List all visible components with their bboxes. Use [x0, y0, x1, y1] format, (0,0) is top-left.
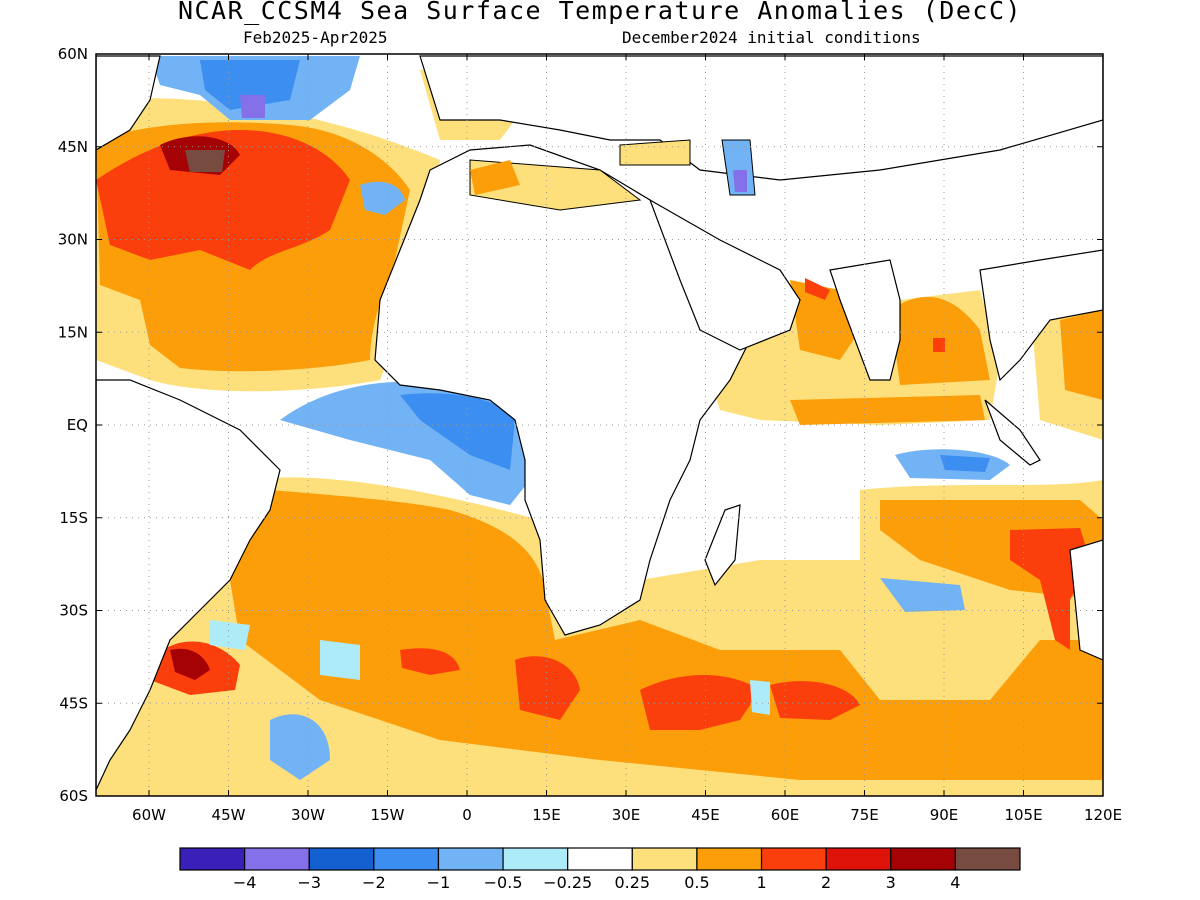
lat-tick-label: 30N: [58, 231, 88, 249]
lon-tick-label: 60W: [132, 806, 166, 824]
colorbar-swatch: [696, 847, 763, 871]
lat-tick-label: 15N: [58, 323, 88, 341]
colorbar-swatch: [567, 847, 633, 871]
lat-tick-label: 60S: [59, 787, 88, 805]
scs-orange: [1060, 310, 1103, 400]
south-atlantic-red-1: [400, 648, 460, 675]
colorbar-swatch: [437, 847, 504, 871]
gulf-stream-red: [96, 130, 350, 270]
colorbar-label: −4: [233, 873, 257, 892]
lon-tick-label: 45W: [212, 806, 246, 824]
forecast-period: Feb2025-Apr2025: [243, 28, 388, 47]
lon-tick-label: 120E: [1084, 806, 1122, 824]
brazil-darkred: [170, 648, 210, 680]
lon-tick-label: 15E: [532, 806, 561, 824]
lon-tick-label: 30W: [291, 806, 325, 824]
sw-atlantic-cool: [270, 714, 330, 780]
bay-bengal-red: [933, 338, 945, 352]
lat-tick-label: 15S: [59, 509, 88, 527]
lon-tick-label: 30E: [612, 806, 641, 824]
colorbar-label: 3: [886, 873, 896, 892]
south-atlantic-orange: [230, 490, 1103, 780]
coastlines: [96, 55, 1103, 791]
south-indian-cool-2: [880, 578, 965, 612]
gulf-guinea-cool: [400, 393, 515, 470]
south-indian-red-2: [770, 681, 860, 720]
south-america-land: [96, 379, 281, 791]
lon-tick-label: 0: [462, 806, 472, 824]
lat-tick-label: 45S: [59, 694, 88, 712]
lat-tick-label: 30S: [59, 602, 88, 620]
colorbar-label: 4: [950, 873, 960, 892]
colorbar-swatch: [179, 847, 246, 871]
colorbar-swatch: [631, 847, 698, 871]
colorbar-swatch: [954, 847, 1021, 871]
madagascar-land: [704, 504, 741, 587]
initial-conditions: December2024 initial conditions: [622, 28, 921, 47]
south-indian-cyan: [750, 680, 770, 715]
arabia-land: [648, 198, 801, 351]
colorbar-label: −3: [297, 873, 321, 892]
sw-atlantic-cyan-2: [210, 620, 250, 650]
sw-atlantic-cyan: [320, 640, 360, 680]
north-atlantic-purple: [240, 95, 265, 118]
arabian-red: [805, 278, 830, 300]
inland-seas: [469, 139, 756, 211]
west-australia-red: [1010, 528, 1090, 650]
colorbar-swatch: [308, 847, 375, 871]
colorbar-label: −2: [362, 873, 386, 892]
gridlines: [96, 54, 1103, 796]
se-asia-land: [979, 249, 1103, 382]
colorbar-label: 2: [821, 873, 831, 892]
lat-tick-label: 45N: [58, 138, 88, 156]
colorbar-swatch: [373, 847, 440, 871]
lon-tick-label: 90E: [930, 806, 959, 824]
lon-tick-label: 45E: [691, 806, 720, 824]
colorbar-label: 1: [756, 873, 766, 892]
canary-cool: [360, 181, 405, 215]
europe-land: [419, 55, 1103, 181]
south-atlantic-red-2: [515, 656, 580, 720]
lat-tick-label: 60N: [58, 45, 88, 63]
colorbar-swatch: [502, 847, 569, 871]
lon-tick-label: 60E: [771, 806, 800, 824]
lon-tick-label: 105E: [1004, 806, 1042, 824]
chart-title: NCAR_CCSM4 Sea Surface Temperature Anoma…: [177, 0, 1023, 25]
australia-land: [1069, 539, 1103, 661]
lon-tick-label: 15W: [371, 806, 405, 824]
colorbar-label: −1: [427, 873, 451, 892]
colorbar-swatch: [244, 847, 310, 871]
lat-tick-label: EQ: [67, 416, 88, 434]
colorbar-label: −0.5: [484, 873, 523, 892]
india-land: [829, 259, 901, 381]
newfoundland-brown: [185, 150, 225, 172]
colorbar-label: −0.25: [543, 873, 592, 892]
colorbar-label: 0.25: [614, 873, 650, 892]
colorbar-swatch: [760, 847, 827, 871]
anomaly-field: [96, 56, 1103, 796]
lon-tick-label: 75E: [850, 806, 879, 824]
sumatra-land: [984, 399, 1041, 466]
south-indian-mid: [940, 455, 990, 472]
colorbar-swatch: [825, 847, 892, 871]
south-indian-red-1: [640, 675, 760, 730]
colorbar-label: 0.5: [684, 873, 709, 892]
axis-ticks: 60N 45N 30N 15N EQ 15S 30S 45S 60S 60W 45W 30W 15W 0 1…: [58, 45, 1122, 824]
colorbar-swatch: [890, 847, 956, 871]
colorbar: −4 −3 −2 −1 −0.5 −0.25 0.25 0.5 1 2 3 4: [179, 847, 1021, 892]
eq-indian-orange: [790, 395, 985, 425]
north-atlantic-mid: [200, 60, 300, 110]
